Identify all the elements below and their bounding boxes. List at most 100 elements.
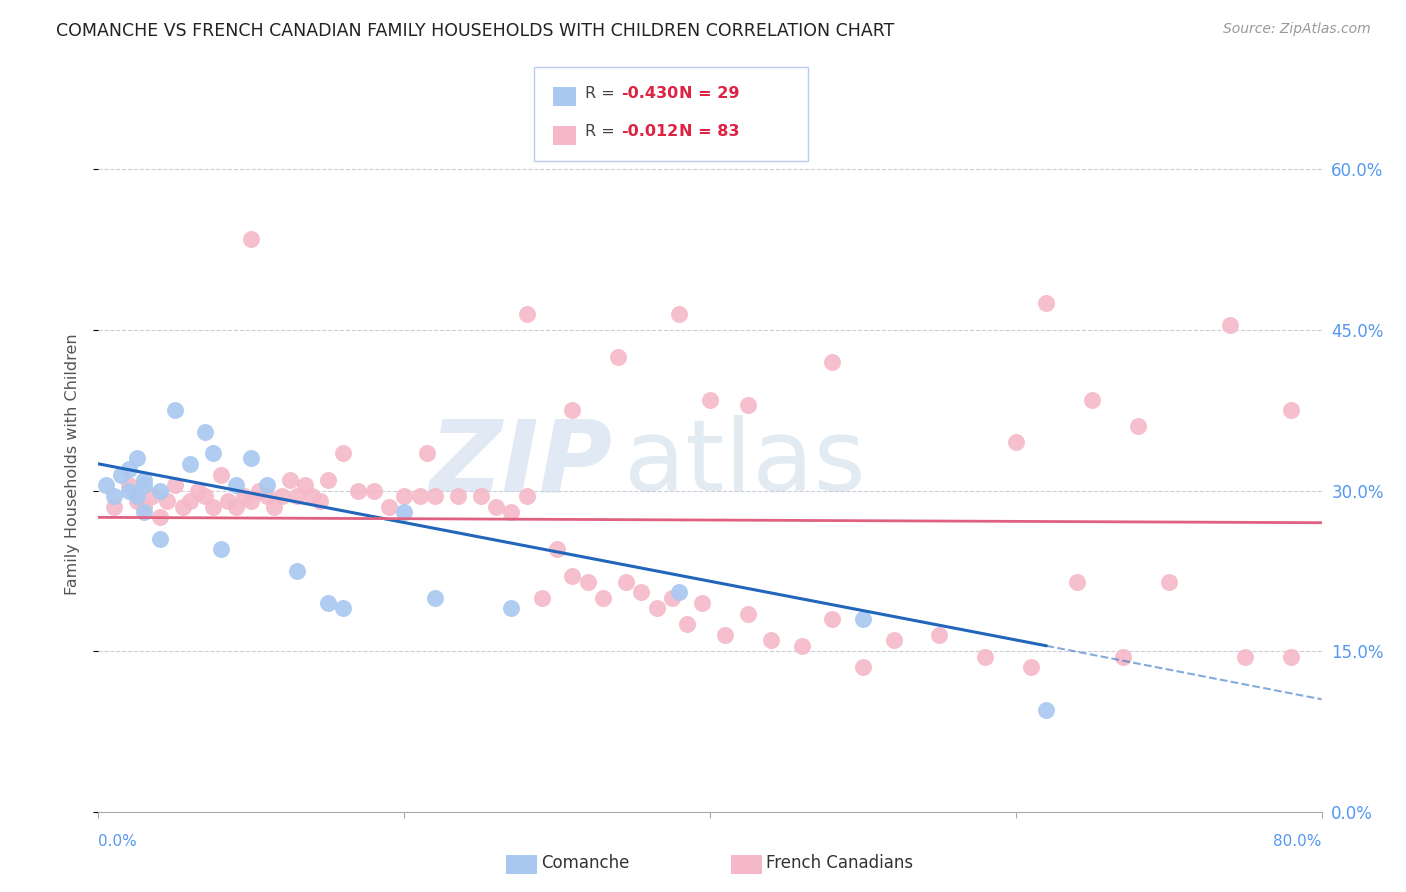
Point xyxy=(225,478,247,492)
Point xyxy=(423,591,446,605)
Point xyxy=(546,542,568,557)
Point xyxy=(668,585,690,599)
Point xyxy=(149,483,172,498)
Point xyxy=(316,473,339,487)
Point xyxy=(125,451,148,466)
Point xyxy=(516,489,538,503)
Point xyxy=(470,489,492,503)
Point xyxy=(1279,649,1302,664)
Point xyxy=(118,462,141,476)
Point xyxy=(928,628,950,642)
Point xyxy=(447,489,470,503)
Point xyxy=(737,607,759,621)
Text: -0.430: -0.430 xyxy=(621,86,679,101)
Point xyxy=(561,403,583,417)
Point xyxy=(179,457,201,471)
Point xyxy=(285,489,308,503)
Text: R =: R = xyxy=(585,124,620,139)
Point xyxy=(225,500,247,514)
Point xyxy=(592,591,614,605)
Point xyxy=(118,483,141,498)
Point xyxy=(1234,649,1257,664)
Point xyxy=(378,500,401,514)
Point xyxy=(118,478,141,492)
Text: atlas: atlas xyxy=(624,416,866,512)
Point xyxy=(607,350,630,364)
Point xyxy=(217,494,239,508)
Point xyxy=(156,494,179,508)
Point xyxy=(134,473,156,487)
Point xyxy=(187,483,209,498)
Point xyxy=(530,591,553,605)
Point xyxy=(240,494,263,508)
Point xyxy=(278,473,301,487)
Point xyxy=(332,446,354,460)
Point xyxy=(172,500,194,514)
Text: -0.012: -0.012 xyxy=(621,124,679,139)
Point xyxy=(256,489,278,503)
Text: 80.0%: 80.0% xyxy=(1274,834,1322,849)
Point xyxy=(125,489,148,503)
Point xyxy=(202,500,225,514)
Text: French Canadians: French Canadians xyxy=(766,855,914,872)
Point xyxy=(516,307,538,321)
Point xyxy=(149,510,172,524)
Point xyxy=(852,660,875,674)
Point xyxy=(630,585,652,599)
Point xyxy=(1066,574,1088,589)
Point xyxy=(103,489,125,503)
Point xyxy=(1112,649,1135,664)
Point xyxy=(194,489,217,503)
Point xyxy=(416,446,439,460)
Point xyxy=(1019,660,1042,674)
Point xyxy=(974,649,997,664)
Point xyxy=(1219,318,1241,332)
Point xyxy=(149,532,172,546)
Point xyxy=(668,307,690,321)
Point xyxy=(501,505,523,519)
Point xyxy=(209,542,232,557)
Point xyxy=(883,633,905,648)
Point xyxy=(1035,703,1057,717)
Point xyxy=(202,446,225,460)
Point xyxy=(821,355,844,369)
Text: N = 29: N = 29 xyxy=(679,86,740,101)
Point xyxy=(1279,403,1302,417)
Point xyxy=(576,574,599,589)
Point xyxy=(645,601,668,615)
Text: 0.0%: 0.0% xyxy=(98,834,138,849)
Text: ZIP: ZIP xyxy=(429,416,612,512)
Point xyxy=(561,569,583,583)
Y-axis label: Family Households with Children: Family Households with Children xyxy=(65,333,80,595)
Point xyxy=(347,483,370,498)
Point xyxy=(134,505,156,519)
Point xyxy=(103,500,125,514)
Point xyxy=(285,564,308,578)
Point xyxy=(240,232,263,246)
Text: N = 83: N = 83 xyxy=(679,124,740,139)
Point xyxy=(821,612,844,626)
Point xyxy=(759,633,782,648)
Point xyxy=(714,628,737,642)
Point xyxy=(1035,296,1057,310)
Point xyxy=(141,489,163,503)
Point xyxy=(232,489,254,503)
Point xyxy=(392,489,416,503)
Point xyxy=(614,574,637,589)
Point xyxy=(408,489,430,503)
Point xyxy=(125,494,148,508)
Text: COMANCHE VS FRENCH CANADIAN FAMILY HOUSEHOLDS WITH CHILDREN CORRELATION CHART: COMANCHE VS FRENCH CANADIAN FAMILY HOUSE… xyxy=(56,22,894,40)
Point xyxy=(1128,419,1150,434)
Point xyxy=(309,494,332,508)
Point xyxy=(363,483,385,498)
Point xyxy=(316,596,339,610)
Text: Source: ZipAtlas.com: Source: ZipAtlas.com xyxy=(1223,22,1371,37)
Point xyxy=(1004,435,1026,450)
Text: Comanche: Comanche xyxy=(541,855,630,872)
Point xyxy=(163,403,186,417)
Point xyxy=(110,467,132,482)
Point xyxy=(179,494,201,508)
Point xyxy=(209,467,232,482)
Point xyxy=(699,392,721,407)
Point xyxy=(692,596,714,610)
